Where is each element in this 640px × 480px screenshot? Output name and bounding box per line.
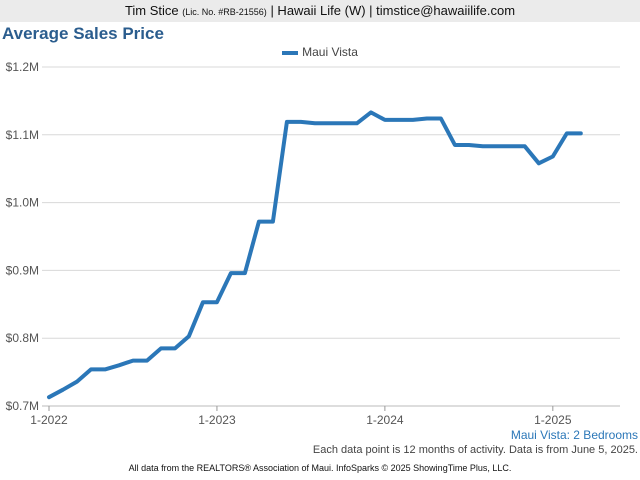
agent-header: Tim Stice (Lic. No. #RB-21556) | Hawaii …	[0, 0, 640, 22]
y-tick-label: $1.0M	[6, 196, 39, 210]
legend[interactable]: Maui Vista	[0, 45, 640, 59]
y-tick-label: $0.8M	[6, 331, 39, 345]
chart-subtitle: Maui Vista: 2 Bedrooms	[510, 428, 638, 442]
x-tick-label: 1-2022	[30, 413, 68, 427]
y-tick-label: $1.2M	[6, 60, 39, 74]
y-tick-label: $0.9M	[6, 263, 39, 277]
x-tick-label: 1-2025	[534, 413, 572, 427]
chart-title: Average Sales Price	[2, 24, 164, 43]
legend-label: Maui Vista	[302, 45, 358, 59]
agent-name: Tim Stice	[124, 3, 179, 18]
data-note: Each data point is 12 months of activity…	[312, 444, 638, 456]
footer-credit: All data from the REALTORS® Association …	[128, 463, 512, 473]
agent-contact: | Hawaii Life (W) | timstice@hawaiilife.…	[270, 3, 516, 18]
series-line-maui-vista	[47, 110, 583, 400]
x-tick-label: 1-2024	[366, 413, 404, 427]
license-number: (Lic. No. #RB-21556)	[182, 7, 267, 17]
y-tick-label: $0.7M	[6, 399, 39, 413]
legend-swatch	[282, 50, 299, 55]
x-tick-label: 1-2023	[198, 413, 236, 427]
y-tick-label: $1.1M	[6, 128, 39, 142]
